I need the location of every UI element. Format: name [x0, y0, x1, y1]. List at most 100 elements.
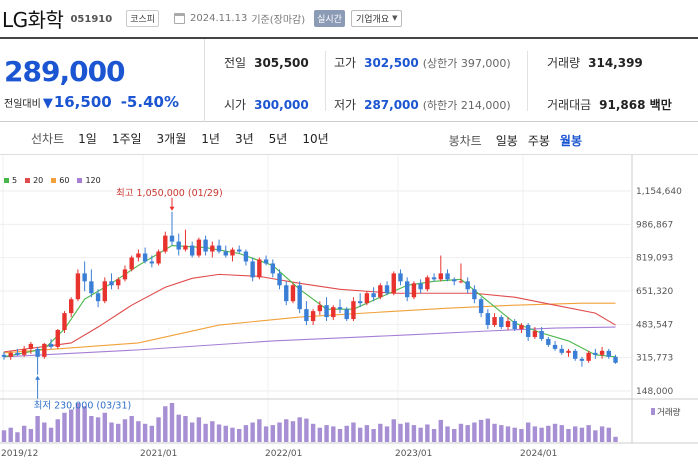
stat-label: 시가: [224, 98, 247, 112]
candle-body: [183, 245, 188, 250]
volume-bar: [586, 425, 591, 442]
volume-bar: [525, 422, 531, 442]
period-10y[interactable]: 10년: [302, 132, 329, 146]
candle-body: [478, 299, 484, 314]
volume-bar: [169, 403, 175, 442]
volume-bar: [270, 425, 275, 442]
candle-body: [122, 269, 128, 280]
candle-daily[interactable]: 일봉: [495, 134, 518, 148]
candle-body: [189, 245, 195, 256]
candle-body: [512, 321, 517, 330]
volume-bar: [492, 423, 497, 442]
high-arrow-icon: [169, 206, 175, 211]
period-1y[interactable]: 1년: [201, 132, 220, 146]
volume-bar: [290, 421, 296, 442]
candle-body: [216, 245, 222, 252]
candle-body: [411, 283, 417, 298]
volume-bar: [391, 419, 396, 442]
stat-value: 300,000: [254, 98, 309, 112]
y-tick-label: 819,093: [636, 254, 673, 264]
volume-bar: [122, 419, 128, 442]
volume-bar: [75, 403, 81, 442]
candle-body: [129, 257, 134, 270]
volume-bar: [210, 421, 215, 442]
candle-body: [398, 273, 403, 282]
date-area: 2024.11.13 기준(장마감): [174, 11, 305, 26]
period-3y[interactable]: 3년: [234, 132, 254, 146]
realtime-button[interactable]: 실시간: [314, 9, 345, 27]
candle-body: [573, 350, 578, 359]
ma-line-ma60: [3, 302, 616, 354]
volume-bar: [364, 425, 370, 442]
candle-body: [418, 283, 423, 290]
candle-body: [62, 313, 67, 331]
ma-line-ma5: [3, 245, 616, 358]
volume-bar: [452, 429, 457, 442]
period-1w[interactable]: 1주일: [111, 132, 142, 146]
stock-name: LG화학: [2, 7, 64, 32]
candle-body: [452, 279, 457, 282]
legend-label: 20: [33, 176, 44, 185]
y-tick-label: 483,547: [636, 320, 673, 330]
candle-body: [210, 245, 215, 252]
stat-label: 고가: [334, 56, 357, 70]
candle-weekly[interactable]: 주봉: [527, 134, 550, 148]
candle-body: [438, 273, 443, 280]
candle-body: [21, 348, 27, 355]
volume-bar: [223, 425, 228, 442]
legend-swatch: [77, 178, 83, 183]
candle-chart-title: 봉차트: [448, 134, 482, 148]
divider: [325, 51, 326, 111]
stock-code: 051910: [70, 13, 113, 25]
candle-body: [499, 317, 504, 328]
volume-bar: [371, 429, 376, 442]
stat-low: 저가 287,000 (하한가 214,000): [334, 96, 511, 113]
y-tick-label: 148,000: [636, 387, 673, 397]
candle-body: [163, 235, 168, 252]
x-tick-label: 2021/01: [140, 449, 177, 459]
volume-legend-label: 거래량: [657, 407, 681, 418]
volume-bar: [606, 427, 611, 442]
price-change: 전일대비 ▼ 16,500 -5.40%: [4, 93, 179, 111]
candle-body: [465, 281, 470, 290]
low-annotation: 최저 230,000 (03/31): [34, 401, 132, 412]
candle-body: [310, 311, 316, 322]
volume-bar: [337, 429, 343, 442]
candle-body: [290, 285, 296, 302]
volume-bar: [599, 426, 605, 442]
candle-body: [237, 249, 242, 252]
candle-body: [169, 235, 175, 242]
volume-bar: [95, 417, 101, 442]
company-info-dropdown[interactable]: 기업개요 ▼: [350, 9, 403, 27]
period-3m[interactable]: 3개월: [156, 132, 187, 146]
volume-bar: [1, 430, 7, 442]
period-1d[interactable]: 1일: [78, 132, 97, 146]
period-5y[interactable]: 5년: [268, 132, 288, 146]
candle-body: [28, 343, 34, 349]
candle-body: [223, 251, 228, 256]
candle-monthly[interactable]: 월봉: [559, 134, 582, 148]
candle-body: [270, 263, 275, 274]
candle-periods: 봉차트 일봉 주봉 월봉: [449, 132, 592, 149]
candle-body: [8, 352, 13, 357]
candle-body: [82, 273, 87, 282]
change-percent: -5.40%: [120, 93, 179, 111]
stat-sub: (상한가 397,000): [422, 57, 511, 70]
ma-line-ma120: [3, 326, 616, 358]
volume-bar: [552, 423, 558, 442]
legend-ma60: 60: [51, 176, 69, 185]
candle-body: [539, 330, 544, 339]
volume-bar: [189, 422, 195, 442]
candle-body: [532, 330, 538, 337]
candle-body: [1, 354, 7, 357]
volume-bar: [304, 418, 309, 442]
volume-bar: [250, 422, 255, 442]
legend-swatch: [4, 178, 9, 183]
legend-label: 120: [85, 176, 101, 185]
volume-bar: [512, 427, 517, 442]
candle-body: [69, 299, 74, 314]
x-tick-label: 2023/01: [395, 449, 432, 459]
candle-body: [546, 338, 551, 345]
period-bar: 선차트 1일 1주일 3개월 1년 3년 5년 10년 봉차트 일봉 주봉 월봉: [0, 123, 698, 155]
candle-body: [196, 239, 202, 256]
